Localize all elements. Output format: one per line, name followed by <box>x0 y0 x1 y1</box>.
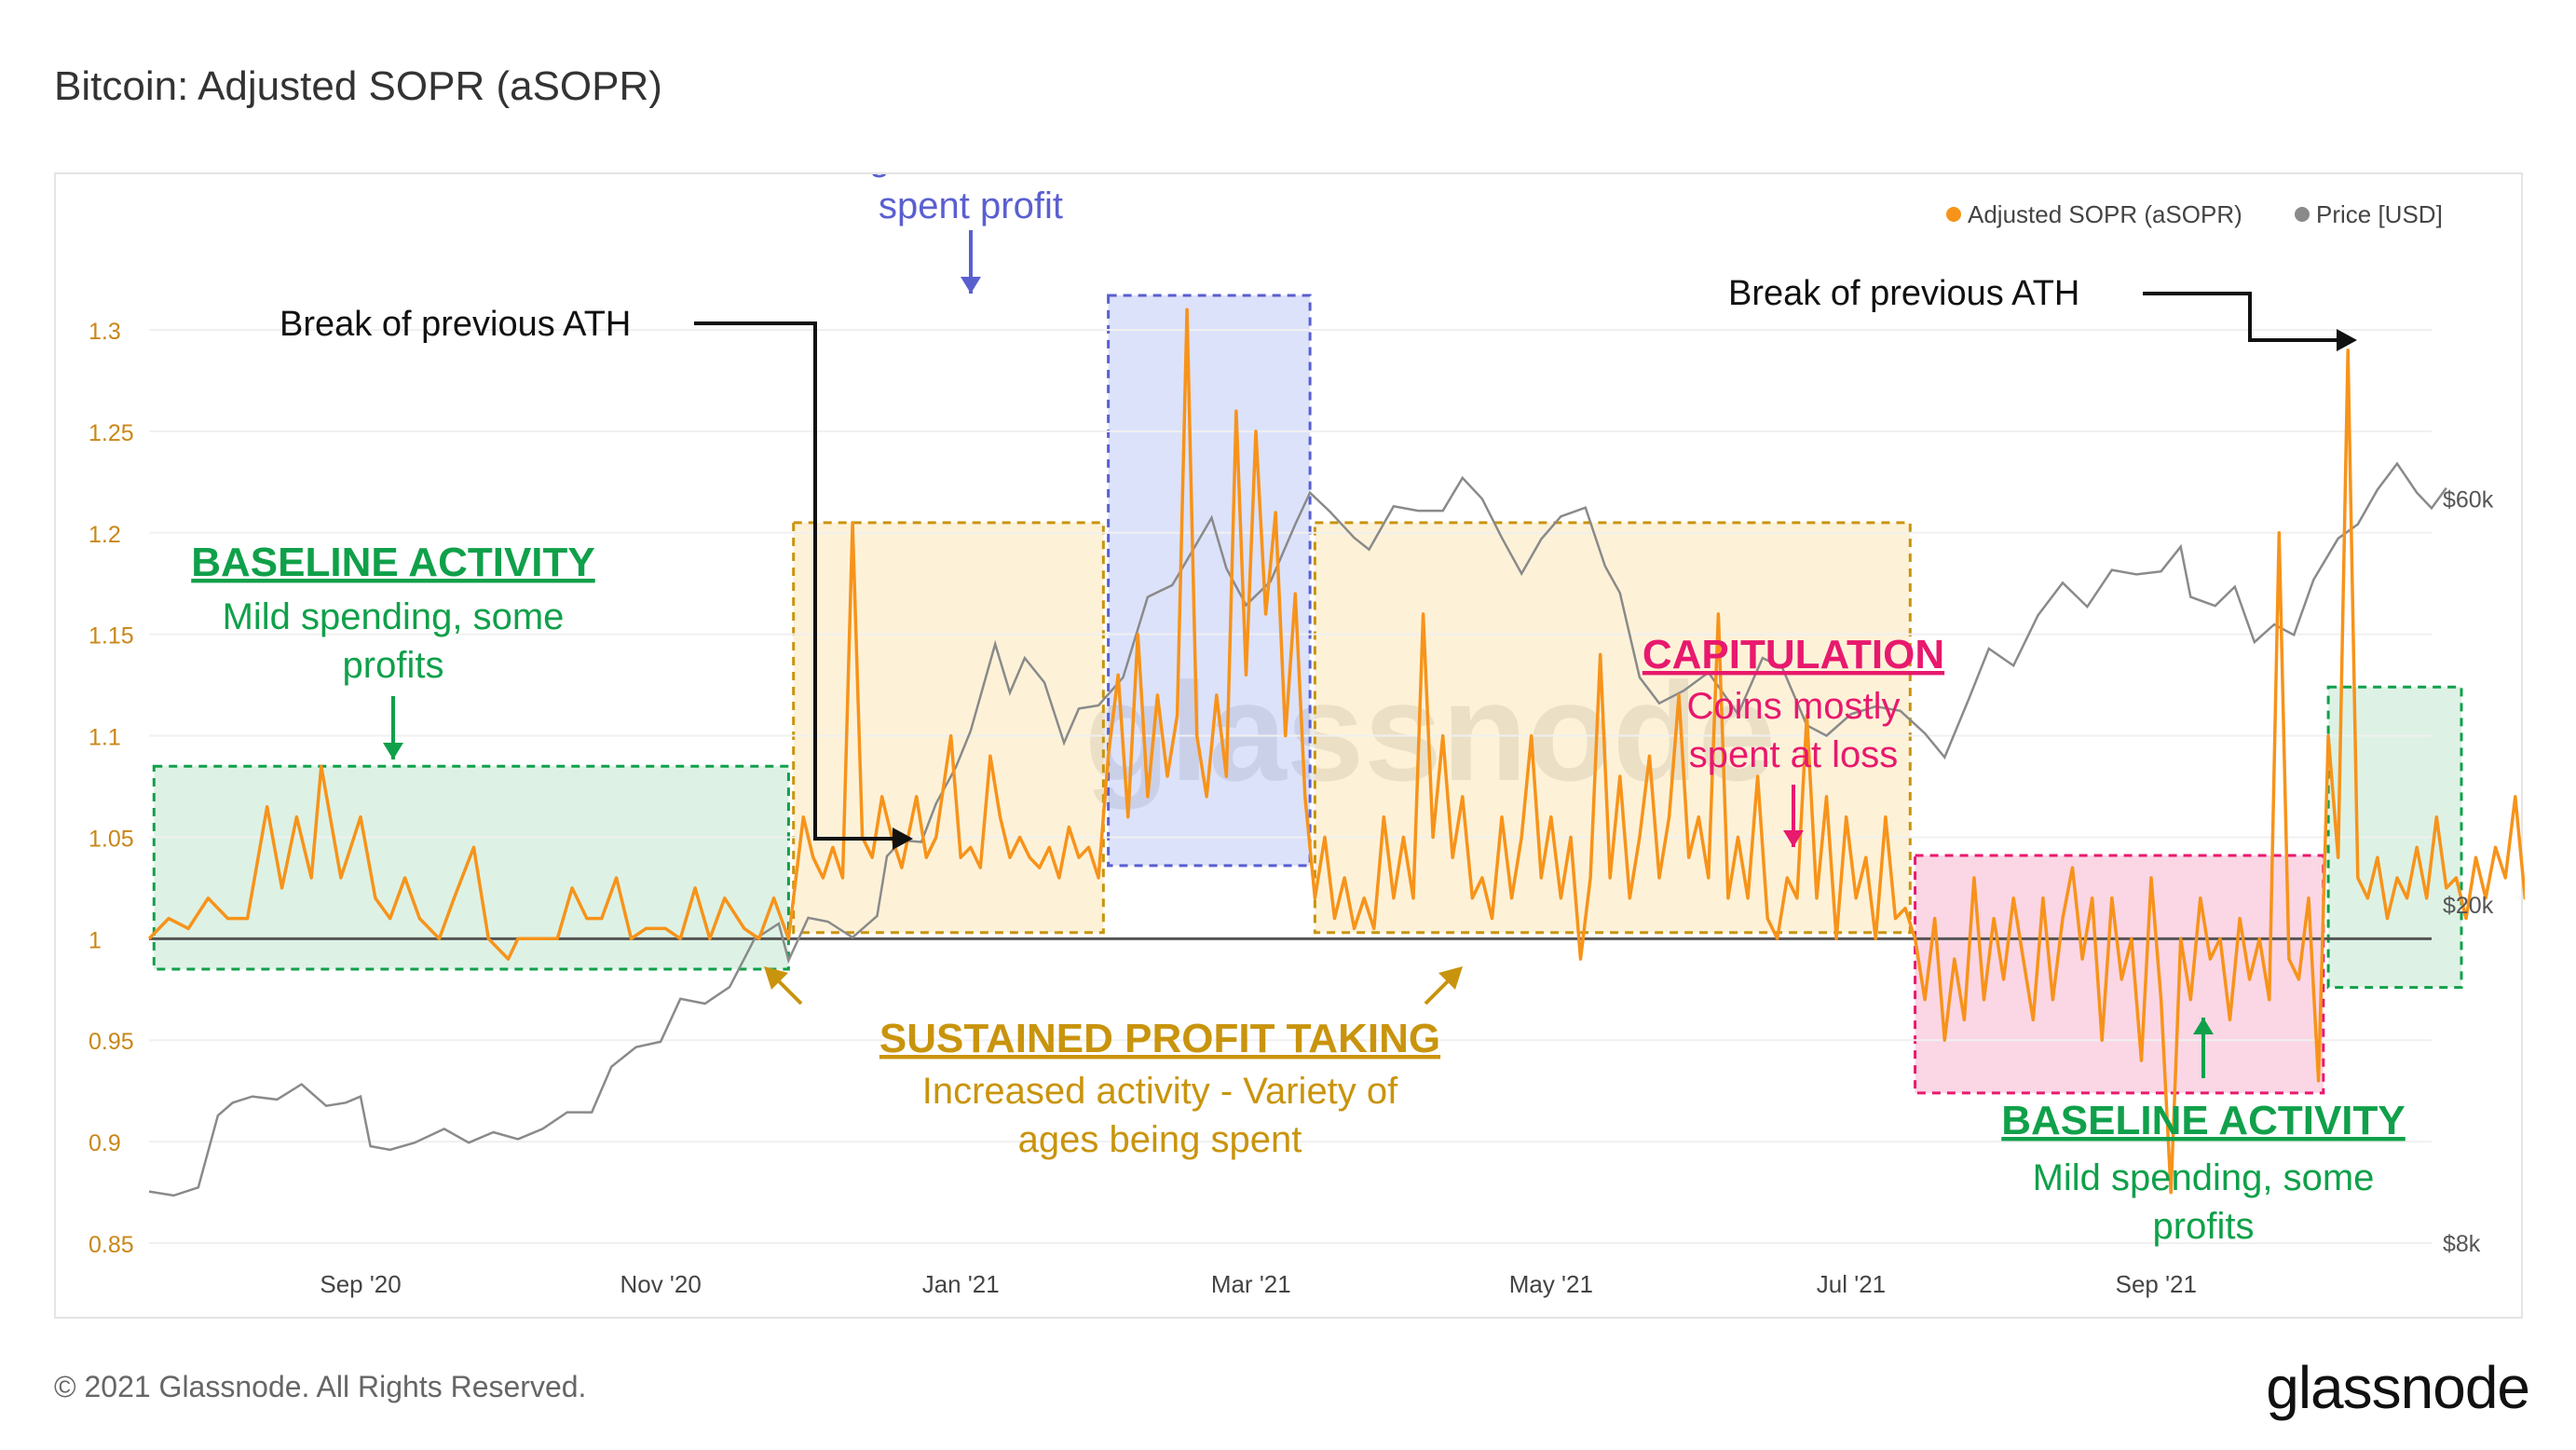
baseline-left-arrow-head <box>383 743 403 759</box>
y-left-tick-label: 0.95 <box>89 1029 134 1055</box>
glassnode-logo: glassnode <box>2266 1354 2530 1421</box>
x-tick-label: Mar '21 <box>1211 1270 1291 1298</box>
x-tick-label: Sep '20 <box>320 1270 401 1298</box>
capitulation-body: Coins mostly <box>1687 686 1901 727</box>
profit-taking-body: Increased activity - Variety of <box>922 1071 1398 1112</box>
chart-panel: glassnode 1.31.251.21.151.11.0510.950.90… <box>54 172 2525 1319</box>
y-left-tick-label: 1.3 <box>89 319 121 345</box>
x-tick-label: Nov '20 <box>620 1270 701 1298</box>
max-distribution-body: Highest levels of <box>834 174 1108 178</box>
asopr-series-line <box>147 308 2525 1195</box>
capitulation-body: spent at loss <box>1689 734 1899 775</box>
ath-right-label: Break of previous ATH <box>1728 274 2079 313</box>
y-left-tick-label: 0.9 <box>89 1130 121 1156</box>
baseline-left-body: profits <box>343 645 444 686</box>
y-right-tick-label: $8k <box>2443 1231 2481 1257</box>
profit-arrow-right-head <box>1438 966 1463 990</box>
legend-price-marker <box>2295 207 2310 222</box>
y-left-tick-label: 1.05 <box>89 826 134 852</box>
copyright-notice: © 2021 Glassnode. All Rights Reserved. <box>54 1370 587 1403</box>
price-series-line <box>148 461 2447 1197</box>
capitulation-title: CAPITULATION <box>1642 632 1944 677</box>
baseline-right-arrow-head <box>2193 1018 2214 1034</box>
chart-title: Bitcoin: Adjusted SOPR (aSOPR) <box>54 63 662 109</box>
legend-price-label: Price [USD] <box>2316 200 2443 228</box>
x-tick-label: Jul '21 <box>1817 1270 1886 1298</box>
ath-left-arrow-head <box>893 828 913 850</box>
profit-arrow-left-head <box>764 966 788 990</box>
max-distribution-body: spent profit <box>879 185 1063 226</box>
profit-taking-body: ages being spent <box>1018 1119 1302 1160</box>
baseline-right-body: profits <box>2153 1206 2255 1247</box>
baseline-left-body: Mild spending, some <box>223 596 565 637</box>
ath-left-arrow <box>694 321 893 841</box>
y-left-tick-label: 1.15 <box>89 623 134 650</box>
ath-right-arrow <box>2143 292 2337 342</box>
x-tick-label: Jan '21 <box>922 1270 1000 1298</box>
max-distribution-arrow-head <box>961 277 981 294</box>
ath-right-arrow-head <box>2337 329 2357 351</box>
x-tick-label: May '21 <box>1509 1270 1593 1298</box>
y-left-tick-label: 1.25 <box>89 420 134 446</box>
x-tick-label: Sep '21 <box>2116 1270 2197 1298</box>
y-left-tick-label: 0.85 <box>89 1232 134 1258</box>
baseline-left-title: BASELINE ACTIVITY <box>191 540 595 585</box>
ath-left-label: Break of previous ATH <box>279 305 631 344</box>
y-left-tick-label: 1.2 <box>89 522 121 548</box>
baseline-right-title: BASELINE ACTIVITY <box>2001 1098 2406 1143</box>
baseline-right-body: Mild spending, some <box>2033 1157 2375 1198</box>
y-right-tick-label: $60k <box>2443 486 2494 513</box>
capitulation-arrow-head <box>1783 830 1804 847</box>
chart-svg: glassnode 1.31.251.21.151.11.0510.950.90… <box>89 174 2525 1298</box>
legend-asopr-marker <box>1946 207 1961 222</box>
y-right-tick-label: $20k <box>2443 893 2494 919</box>
legend-asopr-label: Adjusted SOPR (aSOPR) <box>1968 200 2242 228</box>
y-left-tick-label: 1.1 <box>89 725 121 751</box>
y-left-tick-label: 1 <box>89 927 102 953</box>
profit-taking-title: SUSTAINED PROFIT TAKING <box>879 1016 1440 1061</box>
profit-1-box <box>792 521 1105 935</box>
